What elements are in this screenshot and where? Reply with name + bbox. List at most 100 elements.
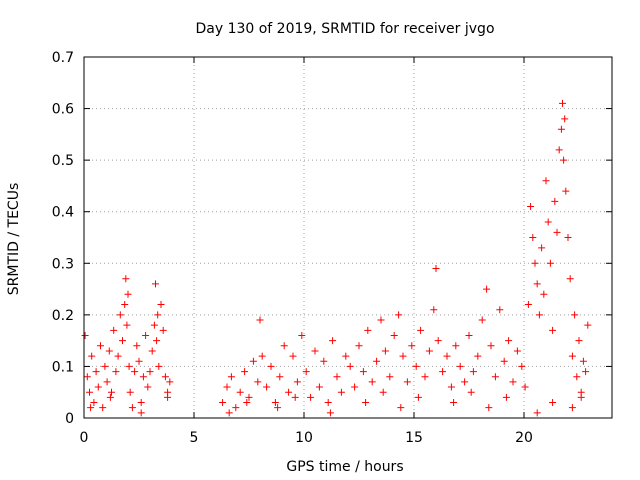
data-point — [103, 378, 111, 386]
data-point — [491, 373, 499, 381]
y-tick-label: 0.4 — [52, 205, 74, 221]
data-point — [529, 234, 537, 241]
y-tick-label: 0.7 — [52, 50, 74, 66]
data-point — [386, 373, 394, 381]
data-point — [337, 388, 345, 396]
data-point — [399, 352, 407, 360]
data-point — [342, 352, 350, 360]
data-point — [500, 357, 508, 365]
data-point — [559, 99, 566, 107]
data-point — [502, 393, 510, 401]
data-point — [154, 311, 162, 319]
data-point — [364, 326, 372, 334]
data-point — [561, 115, 569, 123]
y-tick-label: 0.2 — [52, 308, 74, 324]
data-point — [346, 362, 354, 370]
data-point — [112, 368, 120, 376]
data-point — [302, 368, 310, 376]
data-point — [485, 404, 493, 412]
data-point — [307, 393, 315, 401]
data-point — [81, 331, 89, 339]
data-point — [333, 373, 341, 381]
data-point — [355, 342, 363, 350]
data-point — [159, 326, 167, 334]
data-point — [83, 373, 91, 381]
data-point — [521, 383, 529, 391]
data-point — [298, 331, 306, 339]
data-point — [432, 264, 440, 272]
data-point — [483, 285, 491, 293]
data-point — [131, 368, 139, 376]
data-point — [263, 383, 271, 391]
data-point — [443, 352, 451, 360]
data-point — [153, 337, 161, 345]
data-point — [152, 280, 159, 288]
y-tick-label: 0 — [65, 411, 74, 427]
data-point — [232, 404, 240, 412]
data-point — [223, 383, 231, 391]
data-point — [123, 321, 131, 329]
data-point — [571, 311, 579, 319]
data-point — [119, 337, 126, 345]
plot-frame — [83, 56, 613, 419]
y-tick-label: 0.6 — [52, 102, 74, 118]
data-point — [243, 399, 251, 407]
data-point — [381, 347, 389, 355]
data-point — [465, 331, 473, 339]
data-point — [359, 368, 367, 376]
data-point — [487, 342, 495, 350]
data-point — [146, 368, 154, 376]
data-point — [577, 393, 585, 401]
data-point — [403, 378, 411, 386]
data-point — [425, 347, 433, 355]
data-point — [560, 156, 568, 164]
data-point — [447, 383, 455, 391]
axes: 0 5 10 15 20 0 0.1 0.2 0.3 0.4 0.5 0.6 0.7 — [52, 50, 613, 446]
data-point — [557, 125, 565, 133]
data-point — [133, 342, 141, 350]
data-point — [99, 404, 107, 412]
data-point — [456, 362, 464, 370]
data-point — [135, 357, 143, 365]
data-point — [582, 368, 590, 376]
data-point — [430, 306, 438, 314]
data-point — [412, 362, 420, 370]
data-point — [414, 393, 422, 401]
data-point — [128, 404, 136, 412]
data-point — [496, 306, 504, 314]
data-point — [421, 373, 429, 381]
data-point — [164, 388, 172, 396]
data-point — [137, 399, 145, 407]
data-point — [505, 337, 513, 345]
data-point — [478, 316, 486, 324]
data-point — [254, 378, 262, 386]
x-tick-label: 15 — [405, 430, 423, 446]
data-point — [579, 357, 587, 365]
data-point — [351, 383, 359, 391]
data-point — [139, 373, 147, 381]
x-tick-label: 10 — [295, 430, 313, 446]
data-point — [549, 399, 557, 407]
data-point — [450, 399, 458, 407]
data-point — [88, 352, 96, 360]
data-point — [368, 378, 376, 386]
data-point — [285, 388, 293, 396]
data-point — [377, 316, 385, 324]
data-point — [461, 378, 469, 386]
data-point — [474, 352, 482, 360]
data-point — [408, 342, 416, 350]
data-point — [258, 352, 266, 360]
data-point — [249, 357, 257, 365]
data-point — [236, 388, 244, 396]
data-point — [125, 362, 133, 370]
data-point — [573, 373, 581, 381]
data-point — [101, 362, 109, 370]
data-point — [144, 383, 152, 391]
data-point — [566, 275, 574, 283]
data-point — [219, 399, 227, 407]
data-point — [161, 373, 169, 381]
data-point — [546, 259, 554, 267]
data-point — [531, 259, 539, 267]
data-point — [538, 244, 546, 252]
data-point — [274, 404, 282, 412]
